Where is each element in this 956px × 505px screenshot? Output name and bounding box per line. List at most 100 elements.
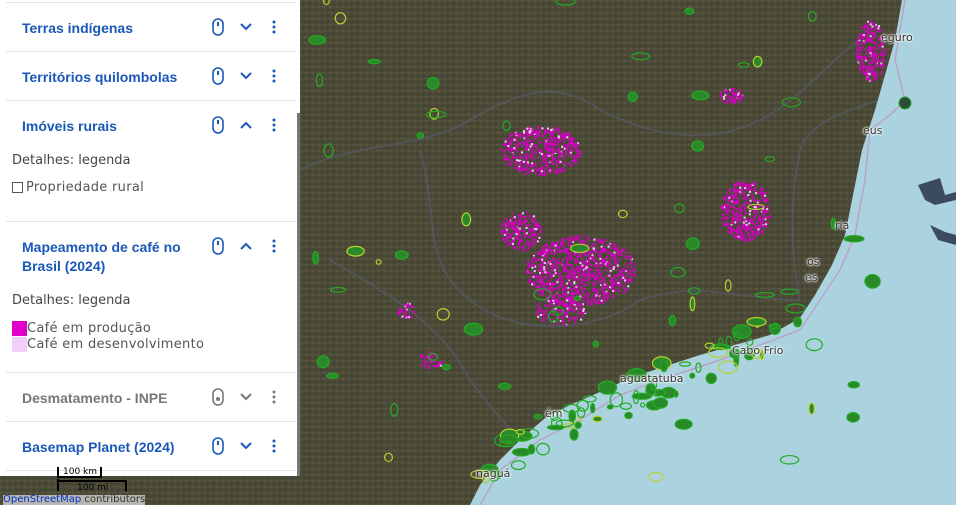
- layer-title[interactable]: Mapeamento de café no Brasil (2024): [22, 239, 181, 274]
- layer-title[interactable]: Desmatamento - INPE: [22, 390, 168, 406]
- coffee-mark: [561, 240, 564, 243]
- coffee-mark: [517, 134, 520, 137]
- legend-label: Café em produção: [27, 321, 152, 336]
- coffee-mark: [578, 302, 581, 305]
- coffee-mark: [749, 199, 752, 202]
- coffee-mark: [610, 276, 613, 279]
- coffee-mark: [565, 150, 568, 153]
- coffee-mark: [726, 100, 729, 103]
- coffee-mark: [752, 209, 755, 212]
- visibility-toggle-icon[interactable]: [210, 388, 226, 406]
- coffee-mark: [581, 264, 584, 267]
- chevron-down-icon[interactable]: [238, 67, 254, 85]
- protected-area-mark: [718, 337, 724, 345]
- coffee-mark: [533, 228, 536, 231]
- layer-title[interactable]: Imóveis rurais: [22, 118, 117, 134]
- coffee-mark: [752, 223, 755, 226]
- coffee-mark: [556, 265, 559, 268]
- coffee-mark: [607, 251, 610, 254]
- coffee-mark: [731, 100, 734, 103]
- coffee-mark: [558, 262, 561, 265]
- coffee-mark: [611, 280, 614, 283]
- kebab-menu-icon[interactable]: [266, 116, 282, 134]
- layer-title[interactable]: Terras indígenas: [22, 20, 134, 36]
- coffee-mark: [571, 257, 574, 260]
- coffee-mark: [401, 315, 404, 318]
- legend-details-label[interactable]: Detalhes: legenda: [12, 293, 131, 308]
- coffee-mark: [728, 198, 731, 201]
- visibility-toggle-icon[interactable]: [210, 67, 226, 85]
- kebab-menu-icon[interactable]: [266, 437, 282, 455]
- coffee-mark: [569, 307, 572, 310]
- coffee-mark: [599, 251, 602, 254]
- coffee-mark: [606, 285, 609, 288]
- coffee-mark: [751, 183, 754, 186]
- coffee-mark: [737, 215, 740, 218]
- chevron-down-icon[interactable]: [238, 18, 254, 36]
- coffee-mark: [741, 95, 744, 98]
- coffee-mark: [511, 224, 514, 227]
- coffee-mark: [602, 242, 605, 245]
- layer-title[interactable]: Basemap Planet (2024): [22, 439, 175, 455]
- protected-area-mark: [685, 237, 700, 250]
- coffee-mark: [550, 294, 553, 297]
- chevron-down-icon[interactable]: [238, 437, 254, 455]
- osm-link[interactable]: OpenStreetMap: [3, 494, 82, 505]
- coffee-mark: [528, 279, 531, 282]
- map-label: aguatatuba: [620, 372, 684, 385]
- coffee-mark: [549, 168, 552, 171]
- coffee-mark: [561, 161, 564, 164]
- coffee-mark: [557, 149, 560, 152]
- kebab-menu-icon[interactable]: [266, 388, 282, 406]
- protected-area-mark: [427, 352, 438, 362]
- protected-area-mark: [624, 411, 633, 420]
- coffee-mark: [743, 214, 746, 217]
- kebab-menu-icon[interactable]: [266, 18, 282, 36]
- coffee-mark: [554, 259, 557, 262]
- coffee-mark: [566, 282, 569, 285]
- coffee-mark: [549, 147, 552, 150]
- scrollbar[interactable]: [297, 113, 300, 476]
- kebab-menu-icon[interactable]: [266, 237, 282, 255]
- coffee-mark: [579, 151, 582, 154]
- coffee-mark: [573, 303, 576, 306]
- protected-area-mark: [846, 412, 860, 423]
- coffee-mark: [590, 268, 593, 271]
- coffee-mark: [514, 148, 517, 151]
- coffee-mark: [630, 257, 633, 260]
- visibility-toggle-icon[interactable]: [210, 237, 226, 255]
- visibility-toggle-icon[interactable]: [210, 18, 226, 36]
- coffee-mark: [537, 168, 540, 171]
- coffee-mark: [512, 244, 515, 247]
- coffee-mark: [550, 301, 553, 304]
- coffee-mark: [616, 253, 619, 256]
- chevron-down-icon[interactable]: [238, 388, 254, 406]
- coffee-mark: [586, 274, 589, 277]
- kebab-menu-icon[interactable]: [266, 67, 282, 85]
- coffee-mark: [537, 125, 540, 128]
- coffee-mark: [559, 301, 562, 304]
- coffee-mark: [560, 312, 563, 315]
- coffee-mark: [563, 132, 566, 135]
- protected-area-mark: [639, 402, 646, 408]
- coffee-mark: [552, 145, 555, 148]
- legend-details-label[interactable]: Detalhes: legenda: [12, 153, 131, 168]
- coffee-mark: [527, 144, 530, 147]
- layer-title[interactable]: Territórios quilombolas: [22, 69, 178, 85]
- coffee-mark: [732, 209, 735, 212]
- chevron-up-icon[interactable]: [238, 237, 254, 255]
- visibility-toggle-icon[interactable]: [210, 116, 226, 134]
- coffee-mark: [732, 229, 735, 232]
- coffee-mark: [563, 168, 566, 171]
- coffee-mark: [535, 169, 538, 172]
- chevron-up-icon[interactable]: [238, 116, 254, 134]
- coffee-mark: [756, 201, 759, 204]
- coffee-mark: [598, 279, 601, 282]
- coffee-mark: [561, 170, 564, 173]
- visibility-toggle-icon[interactable]: [210, 437, 226, 455]
- coffee-mark: [529, 147, 532, 150]
- coffee-mark: [549, 129, 552, 132]
- coffee-mark: [622, 291, 625, 294]
- coffee-mark: [558, 137, 561, 140]
- coffee-mark: [544, 244, 547, 247]
